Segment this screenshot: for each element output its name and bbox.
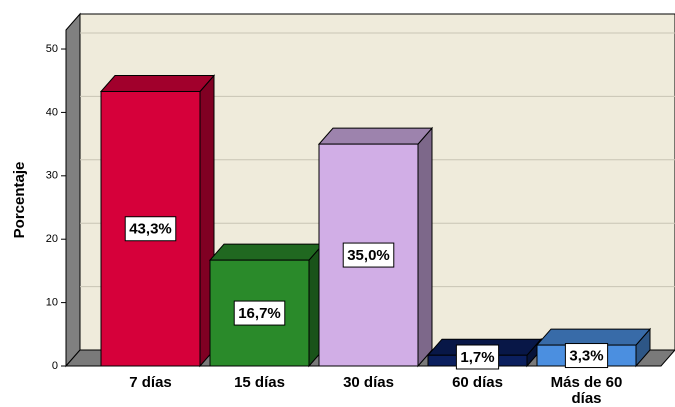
value-label: 35,0% xyxy=(347,247,390,264)
value-label-box xyxy=(233,300,286,326)
bar-side xyxy=(417,126,433,368)
value-label-box xyxy=(124,216,177,242)
x-tick-label: 60 días xyxy=(452,374,503,391)
bar-top xyxy=(317,127,434,145)
bar-top xyxy=(208,243,325,261)
bar-top xyxy=(99,74,216,92)
bar xyxy=(535,327,652,368)
value-label: 1,7% xyxy=(460,349,494,366)
value-label-box xyxy=(564,343,609,369)
y-tick-label: 30 xyxy=(46,170,58,182)
y-tick-label: 50 xyxy=(46,43,58,55)
value-label: 43,3% xyxy=(129,221,172,238)
x-tick-label: 30 días xyxy=(343,374,394,391)
value-label-box xyxy=(342,242,395,268)
y-tick-label: 40 xyxy=(46,106,58,118)
value-label: 16,7% xyxy=(238,305,281,322)
y-axis-label: Porcentaje xyxy=(11,162,28,239)
bar-top xyxy=(535,328,652,346)
bar xyxy=(317,126,434,368)
y-tick-label: 10 xyxy=(46,297,58,309)
left-wall xyxy=(65,12,81,368)
x-tick-label: 7 días xyxy=(129,374,172,391)
value-label: 3,3% xyxy=(569,348,603,365)
x-tick-label: 15 días xyxy=(234,374,285,391)
x-tick-label: Más de 60 días xyxy=(550,374,623,407)
y-tick-label: 20 xyxy=(46,233,58,245)
value-label-box xyxy=(455,344,500,370)
y-tick-label: 0 xyxy=(52,360,58,372)
